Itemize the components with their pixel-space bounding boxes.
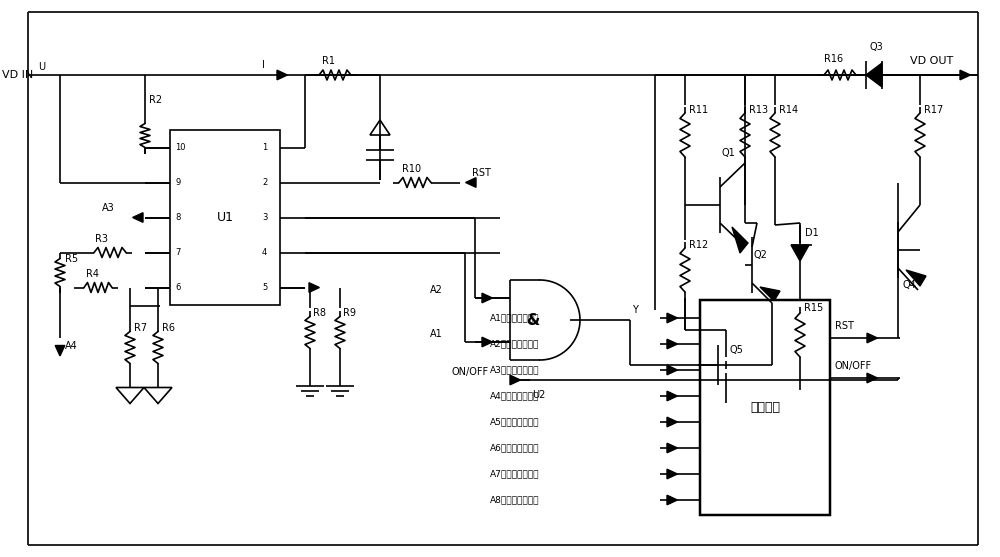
Polygon shape	[667, 495, 677, 505]
Text: U2: U2	[532, 390, 545, 400]
Text: D1: D1	[805, 228, 819, 238]
Polygon shape	[667, 391, 677, 401]
Polygon shape	[906, 270, 926, 286]
Text: A4：输入电压采样: A4：输入电压采样	[490, 392, 539, 400]
Polygon shape	[720, 361, 728, 369]
Text: R14: R14	[779, 105, 798, 115]
Polygon shape	[760, 287, 780, 301]
Text: R5: R5	[65, 253, 78, 263]
Text: RST: RST	[835, 321, 854, 331]
Polygon shape	[667, 339, 677, 349]
Text: R17: R17	[924, 105, 943, 115]
Text: Y: Y	[632, 305, 638, 315]
Text: A2: A2	[430, 285, 443, 295]
Polygon shape	[277, 70, 287, 80]
Polygon shape	[55, 345, 65, 356]
Text: A3: A3	[102, 203, 115, 213]
Text: A5：温度采样电压: A5：温度采样电压	[490, 418, 540, 427]
Text: A2：电流超限告警: A2：电流超限告警	[490, 340, 539, 349]
Text: U: U	[38, 62, 45, 72]
Text: VD IN: VD IN	[2, 70, 33, 80]
Text: RST: RST	[472, 168, 491, 178]
Polygon shape	[482, 337, 492, 347]
Polygon shape	[667, 365, 677, 375]
Polygon shape	[309, 283, 319, 292]
Text: 8: 8	[175, 213, 180, 222]
Bar	[700, 300, 830, 515]
Text: R2: R2	[149, 95, 162, 105]
Polygon shape	[466, 178, 476, 187]
Text: R4: R4	[86, 268, 99, 278]
Text: Q5: Q5	[730, 345, 744, 355]
Text: A8：反向检波电压: A8：反向检波电压	[490, 496, 540, 505]
Text: Q2: Q2	[754, 250, 768, 260]
Text: R3: R3	[95, 233, 108, 243]
Text: ON/OFF: ON/OFF	[835, 361, 872, 371]
Text: 1: 1	[262, 143, 267, 152]
Polygon shape	[732, 227, 748, 253]
Text: R8: R8	[313, 307, 326, 317]
Text: 2: 2	[262, 178, 267, 187]
Text: 4: 4	[262, 248, 267, 257]
Text: 9: 9	[175, 178, 180, 187]
Polygon shape	[667, 469, 677, 479]
Text: Q4: Q4	[903, 280, 917, 290]
Text: 7: 7	[175, 248, 180, 257]
Text: U1: U1	[217, 211, 234, 224]
Bar	[170, 130, 280, 305]
Polygon shape	[867, 373, 877, 383]
Text: R7: R7	[134, 323, 147, 333]
Polygon shape	[667, 313, 677, 323]
Text: R11: R11	[689, 105, 708, 115]
Text: 3: 3	[262, 213, 267, 222]
Text: A3：输入电流采样: A3：输入电流采样	[490, 365, 540, 374]
Text: R13: R13	[749, 105, 768, 115]
Polygon shape	[510, 375, 520, 385]
Polygon shape	[867, 333, 877, 343]
Text: R9: R9	[343, 307, 356, 317]
Polygon shape	[791, 245, 809, 261]
Polygon shape	[133, 213, 143, 222]
Text: 10: 10	[175, 143, 186, 152]
Polygon shape	[667, 443, 677, 453]
Polygon shape	[866, 63, 882, 87]
Text: R16: R16	[824, 54, 843, 64]
Text: R6: R6	[162, 323, 175, 333]
Text: R15: R15	[804, 303, 823, 313]
Text: Q3: Q3	[870, 42, 884, 52]
Text: 5: 5	[262, 283, 267, 292]
Text: A4: A4	[65, 340, 78, 350]
Text: A1: A1	[430, 329, 443, 339]
Polygon shape	[960, 70, 970, 80]
Text: A6：输入检波电压: A6：输入检波电压	[490, 443, 540, 452]
Text: Q1: Q1	[722, 148, 736, 158]
Text: 主控装置: 主控装置	[750, 401, 780, 414]
Text: &: &	[526, 312, 539, 328]
Text: A1：电压超限告警: A1：电压超限告警	[490, 314, 540, 323]
Text: VD OUT: VD OUT	[910, 56, 953, 66]
Polygon shape	[667, 417, 677, 427]
Text: A7：输出检波电压: A7：输出检波电压	[490, 470, 540, 478]
Text: R1: R1	[322, 56, 335, 66]
Text: 6: 6	[175, 283, 180, 292]
Polygon shape	[721, 403, 731, 413]
Text: R12: R12	[689, 240, 708, 250]
Text: ON/OFF: ON/OFF	[452, 367, 489, 377]
Text: R10: R10	[402, 164, 421, 173]
Text: I: I	[262, 60, 265, 70]
Polygon shape	[482, 293, 492, 303]
